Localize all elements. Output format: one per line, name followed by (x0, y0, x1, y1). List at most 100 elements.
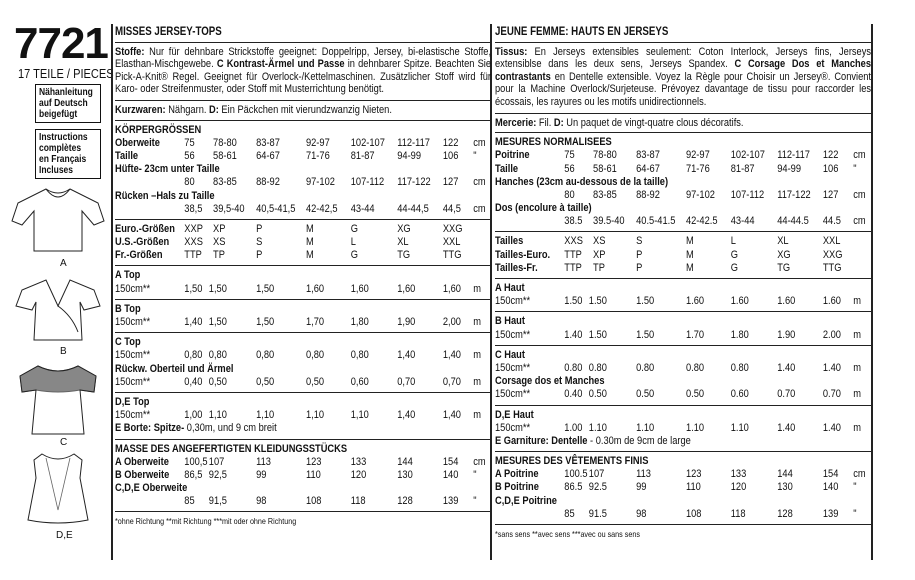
table-cell: M (305, 222, 314, 235)
table-cell: XXG (822, 248, 843, 261)
row-label: KÖRPERGRÖSSEN (115, 123, 202, 136)
table-cell: 127 (442, 176, 459, 189)
table-cell: 139 (442, 495, 459, 508)
table-cell: 1.60 (730, 295, 749, 308)
table-row: Dos (encolure à taille) (495, 202, 871, 215)
measurement-block: MESURES NORMALISEES Poitrine 75 78-80 83-87 9… (495, 133, 872, 233)
measurement-block: B Top 150cm** 1,40 1,50 1,50 1,70 1,80 1,90 2,00… (115, 300, 492, 334)
table-cell: 86,5 (184, 468, 203, 481)
table-cell: 118 (730, 507, 746, 520)
table-cell: 80 (184, 176, 195, 189)
table-row: Oberweite 75 78-80 83-87 92-97 102-107 112-117… (115, 137, 491, 150)
table-cell: 139 (822, 507, 839, 520)
table-cell: 1.60 (822, 295, 841, 308)
french-instructions-box: Instructions complètes en Français Inclu… (35, 129, 101, 179)
table-cell: TP (593, 261, 605, 274)
table-cell: TTP (184, 249, 202, 262)
table-row: Euro.-Größen XXP XP P M G XG XXG (115, 223, 491, 236)
table-cell: 120 (730, 481, 747, 494)
table-row: Fr.-Größen TTP TP P M G TG TTG (115, 249, 491, 262)
table-row: Taille 56 58-61 64-67 71-76 81-87 94-99 106 " (115, 150, 491, 163)
table-cell: 85 (564, 507, 575, 520)
notions-text: Nähgarn. (165, 103, 210, 116)
row-label: D,E Haut (495, 408, 534, 421)
table-cell: 1,80 (350, 316, 369, 328)
table-cell: 1.50 (588, 295, 607, 308)
table-cell: 81-87 (730, 162, 755, 175)
row-label: 150cm** (495, 328, 531, 341)
table-cell: 0,80 (208, 349, 227, 362)
table-cell: G (350, 249, 358, 262)
notions-paragraph: Kurzwaren: Nähgarn. D: Ein Päckchen mit … (115, 101, 492, 121)
unit-cell: m (853, 295, 862, 308)
table-cell: 154 (442, 455, 459, 468)
row-label: MESURES NORMALISEES (495, 136, 612, 149)
table-cell: 81-87 (350, 149, 375, 162)
table-cell: XXS (564, 235, 583, 248)
table-cell: XS (593, 235, 606, 248)
fabrics-text: en Dentelle extensible. Voyez la Règle p… (495, 70, 872, 108)
row-label: C,D,E Oberweite (115, 482, 188, 495)
table-row: 150cm** 1.40 1.50 1.50 1.70 1.80 1.90 2.00 m (495, 329, 871, 342)
table-cell: 39.5-40 (593, 215, 625, 228)
view-label-de: D,E (56, 530, 73, 541)
table-cell: M (305, 249, 314, 262)
table-cell: L (350, 236, 356, 249)
table-cell: 1,60 (442, 282, 461, 295)
table-cell: P (256, 222, 263, 235)
table-cell: 0,70 (397, 375, 416, 388)
table-cell: 120 (350, 468, 367, 481)
row-label: A Poitrine (495, 468, 539, 481)
table-cell: 99 (256, 468, 267, 481)
table-cell: 83-85 (593, 188, 617, 201)
table-cell: 80 (564, 188, 575, 201)
row-label: E Garniture: Dentelle (495, 434, 588, 447)
row-extra: - 0.30m de 9cm de large (587, 434, 691, 447)
column-divider (490, 24, 492, 560)
table-cell: 0.50 (685, 388, 705, 401)
row-label: 150cm** (495, 361, 531, 374)
table-cell: 1.50 (588, 328, 607, 341)
table-cell: 92-97 (685, 149, 710, 162)
unit-cell: m (473, 349, 482, 362)
table-cell: 98 (256, 495, 267, 508)
table-row: D,E Top (115, 396, 491, 409)
table-cell: 107 (208, 455, 225, 468)
table-cell: 140 (442, 468, 459, 481)
unit-cell: cm (853, 215, 866, 228)
table-cell: 108 (685, 507, 702, 520)
measurement-block: Tailles XXS XS S M L XL XXL Tailles-Euro. TTP XP P M… (495, 232, 872, 280)
table-cell: 0.80 (685, 361, 705, 374)
notions-label: Mercerie: (495, 116, 537, 129)
table-cell: XXL (442, 236, 461, 249)
table-cell: XXS (184, 236, 203, 249)
table-cell: XXG (442, 222, 463, 235)
measurement-block: B Haut 150cm** 1.40 1.50 1.50 1.70 1.80 1.90 2.0… (495, 312, 872, 346)
table-row: A Haut (495, 282, 871, 295)
table-cell: 97-102 (305, 176, 335, 189)
table-row: Tailles XXS XS S M L XL XXL (495, 235, 871, 248)
french-section: JEUNE FEMME: HAUTS EN JERSEYS Tissus: En … (495, 26, 872, 541)
table-cell: 1.50 (564, 295, 583, 308)
table-cell: 56 (184, 149, 195, 162)
fabrics-text: Nur für dehnbare Strickstoffe geeignet: … (115, 45, 492, 71)
table-row: Corsage dos et Manches (495, 375, 871, 388)
table-row: B Top (115, 303, 491, 316)
table-cell: 88-92 (256, 176, 280, 189)
table-cell: 1.50 (636, 328, 655, 341)
row-label: 150cm** (495, 421, 531, 434)
row-label: Hüfte- 23cm unter Taille (115, 163, 220, 176)
unit-cell: " (473, 149, 477, 162)
notions-label: Kurzwaren: (115, 103, 166, 116)
table-row: C,D,E Poitrine (495, 495, 871, 508)
table-cell: 1,10 (256, 409, 275, 422)
unit-cell: cm (853, 149, 866, 162)
table-row: Tailles-Euro. TTP XP P M G XG XXG (495, 249, 871, 262)
table-cell: 0.80 (730, 361, 749, 374)
table-row: U.S.-Größen XXS XS S M L XL XXL (115, 236, 491, 249)
row-label: Dos (encolure à taille) (495, 202, 592, 215)
table-cell: 133 (350, 455, 367, 468)
table-cell: XS (213, 236, 226, 249)
table-cell: 0,60 (350, 375, 369, 388)
measurement-block: C Haut 150cm** 0.80 0.80 0.80 0.80 0.80 1.40 1.4… (495, 346, 872, 406)
